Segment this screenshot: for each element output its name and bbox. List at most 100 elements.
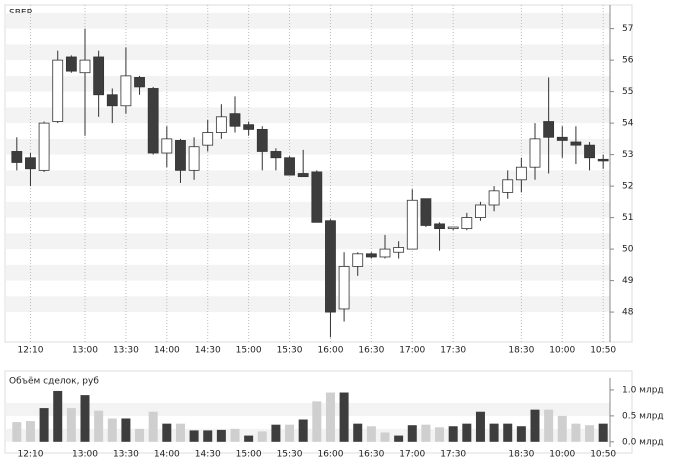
candle-body bbox=[79, 59, 91, 74]
candle-body bbox=[134, 77, 145, 88]
volume-bar bbox=[216, 429, 226, 442]
candle-body bbox=[311, 171, 323, 223]
volume-bar bbox=[462, 423, 472, 442]
y-tick-label: 55 bbox=[622, 87, 633, 97]
candle-body bbox=[93, 56, 105, 96]
volume-bar bbox=[312, 401, 322, 442]
candle-body bbox=[38, 122, 50, 171]
candle-body bbox=[11, 151, 23, 163]
candle-body bbox=[202, 132, 214, 146]
y-tick-label: 54 bbox=[622, 119, 634, 129]
x-tick-label: 15:00 bbox=[236, 346, 262, 356]
y-tick-label: 53 bbox=[622, 150, 633, 160]
candle-body bbox=[65, 56, 77, 72]
volume-bar bbox=[80, 395, 90, 442]
x-tick-label: 18:30 bbox=[508, 346, 534, 356]
candle-body bbox=[543, 121, 555, 138]
candle-body bbox=[161, 138, 173, 154]
band bbox=[6, 296, 610, 313]
candle-body bbox=[556, 136, 568, 141]
volume-bar bbox=[189, 430, 199, 442]
volume-bar bbox=[12, 422, 22, 442]
candle-body bbox=[297, 173, 309, 178]
volume-bar bbox=[585, 425, 595, 442]
candle-body bbox=[461, 217, 473, 230]
volume-bar bbox=[353, 423, 363, 442]
x-tick-label: 14:30 bbox=[195, 450, 221, 460]
candle-body bbox=[52, 59, 64, 122]
y-tick-label: 51 bbox=[622, 213, 633, 223]
candle-body bbox=[515, 166, 527, 181]
x-tick-label: 15:30 bbox=[277, 450, 303, 460]
volume-bar bbox=[366, 426, 376, 442]
candle-body bbox=[270, 151, 282, 159]
candle-body bbox=[147, 88, 159, 154]
x-tick-label: 17:00 bbox=[399, 450, 425, 460]
x-tick-label: 13:30 bbox=[113, 450, 139, 460]
volume-bar bbox=[325, 392, 335, 442]
volume-bar bbox=[66, 408, 76, 442]
y-tick-label: 56 bbox=[622, 56, 634, 66]
band bbox=[6, 170, 610, 187]
volume-bar bbox=[94, 410, 104, 442]
candle-body bbox=[25, 157, 36, 170]
candle-body bbox=[106, 94, 118, 107]
candle-body bbox=[434, 223, 445, 230]
volume-bar bbox=[162, 423, 172, 442]
candle-body bbox=[175, 140, 186, 171]
candle-body bbox=[420, 198, 432, 226]
volume-bar bbox=[257, 431, 267, 442]
volume-bar bbox=[448, 426, 458, 442]
x-tick-label: 12:10 bbox=[17, 346, 43, 356]
y-tick-label: 52 bbox=[622, 182, 633, 192]
volume-title: Объём сделок, руб bbox=[9, 377, 99, 387]
volume-bar bbox=[557, 415, 567, 442]
volume-bar bbox=[407, 425, 417, 442]
volume-bar bbox=[230, 428, 240, 442]
volume-bar bbox=[148, 411, 158, 442]
y-tick-label: 48 bbox=[622, 308, 634, 318]
candle-body bbox=[597, 158, 609, 162]
x-tick-label: 14:00 bbox=[154, 450, 180, 460]
x-tick-label: 13:00 bbox=[72, 346, 98, 356]
x-tick-label: 13:30 bbox=[113, 346, 139, 356]
y-tick-label: 50 bbox=[622, 245, 634, 255]
volume-bar bbox=[285, 424, 295, 442]
candle-body bbox=[379, 248, 391, 258]
volume-bar bbox=[544, 409, 554, 442]
volume-bar bbox=[39, 408, 49, 442]
volume-bar bbox=[530, 409, 540, 442]
candle-body bbox=[243, 124, 255, 130]
x-tick-label: 10:00 bbox=[549, 346, 575, 356]
candle-body bbox=[502, 179, 514, 193]
band bbox=[6, 264, 610, 281]
volume-bar bbox=[25, 421, 35, 442]
band bbox=[6, 107, 610, 124]
volume-bar bbox=[135, 428, 145, 442]
volume-bar bbox=[244, 435, 254, 442]
x-tick-label: 15:30 bbox=[277, 346, 303, 356]
x-tick-label: 18:30 bbox=[508, 450, 534, 460]
band bbox=[6, 12, 610, 29]
x-tick-label: 10:00 bbox=[549, 450, 575, 460]
candle-body bbox=[256, 129, 268, 152]
volume-bar bbox=[380, 432, 390, 442]
x-tick-label: 10:50 bbox=[590, 346, 616, 356]
band bbox=[6, 44, 610, 61]
x-tick-label: 17:00 bbox=[399, 346, 425, 356]
volume-bar bbox=[503, 423, 513, 442]
x-tick-label: 17:30 bbox=[440, 450, 466, 460]
candle-body bbox=[365, 253, 377, 258]
volume-bar bbox=[598, 423, 608, 442]
volume-bar bbox=[435, 427, 445, 442]
band bbox=[6, 233, 610, 250]
candle-body bbox=[352, 253, 364, 267]
volume-bar bbox=[516, 426, 526, 442]
band bbox=[6, 138, 610, 155]
candle-body bbox=[393, 247, 405, 253]
x-tick-label: 15:00 bbox=[236, 450, 262, 460]
candle-body bbox=[529, 138, 541, 168]
y-tick-label: 1.0 млрд bbox=[622, 385, 664, 395]
candle-body bbox=[188, 146, 200, 171]
x-tick-label: 10:50 bbox=[590, 450, 616, 460]
